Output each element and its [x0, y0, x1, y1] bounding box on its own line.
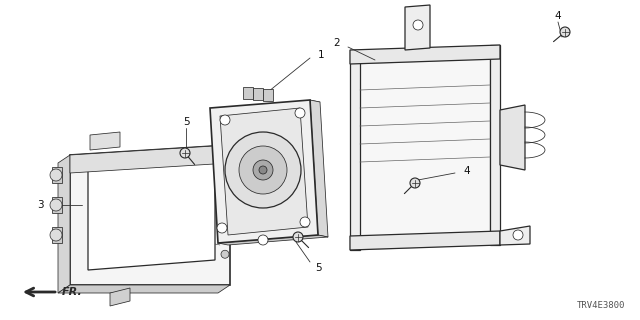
- Text: 4: 4: [463, 166, 470, 176]
- Text: 3: 3: [37, 200, 44, 210]
- Circle shape: [220, 115, 230, 125]
- Polygon shape: [58, 285, 230, 293]
- Circle shape: [50, 229, 62, 241]
- Polygon shape: [52, 227, 62, 243]
- Circle shape: [300, 217, 310, 227]
- Circle shape: [259, 166, 267, 174]
- Circle shape: [50, 199, 62, 211]
- Circle shape: [253, 160, 273, 180]
- Polygon shape: [360, 59, 490, 250]
- Polygon shape: [88, 160, 215, 270]
- Polygon shape: [350, 45, 500, 64]
- Text: 5: 5: [315, 263, 321, 273]
- Circle shape: [413, 20, 423, 30]
- Polygon shape: [350, 231, 500, 250]
- Circle shape: [180, 148, 190, 158]
- Polygon shape: [70, 145, 230, 173]
- Text: 1: 1: [318, 50, 324, 60]
- Text: FR.: FR.: [62, 287, 83, 297]
- Polygon shape: [350, 50, 360, 250]
- Polygon shape: [500, 105, 525, 170]
- Circle shape: [258, 235, 268, 245]
- Circle shape: [217, 223, 227, 233]
- Polygon shape: [210, 100, 318, 243]
- Circle shape: [221, 193, 229, 201]
- Circle shape: [225, 132, 301, 208]
- Text: 5: 5: [182, 117, 189, 127]
- Circle shape: [221, 161, 229, 169]
- Polygon shape: [58, 155, 70, 293]
- Circle shape: [50, 169, 62, 181]
- Circle shape: [293, 232, 303, 242]
- Polygon shape: [243, 87, 253, 99]
- Circle shape: [560, 27, 570, 37]
- Text: TRV4E3800: TRV4E3800: [577, 301, 625, 310]
- Polygon shape: [405, 5, 430, 50]
- Circle shape: [513, 230, 523, 240]
- Polygon shape: [52, 167, 62, 183]
- Polygon shape: [263, 89, 273, 101]
- Circle shape: [221, 224, 229, 232]
- Polygon shape: [70, 145, 230, 285]
- Polygon shape: [253, 88, 263, 100]
- Polygon shape: [218, 235, 328, 245]
- Polygon shape: [110, 288, 130, 306]
- Circle shape: [239, 146, 287, 194]
- Circle shape: [295, 108, 305, 118]
- Circle shape: [410, 178, 420, 188]
- Polygon shape: [52, 197, 62, 213]
- Polygon shape: [310, 100, 328, 237]
- Text: 4: 4: [555, 11, 561, 21]
- Polygon shape: [500, 226, 530, 245]
- Polygon shape: [490, 45, 500, 245]
- Circle shape: [221, 250, 229, 258]
- Polygon shape: [220, 108, 308, 235]
- Text: 2: 2: [333, 38, 340, 48]
- Polygon shape: [90, 132, 120, 150]
